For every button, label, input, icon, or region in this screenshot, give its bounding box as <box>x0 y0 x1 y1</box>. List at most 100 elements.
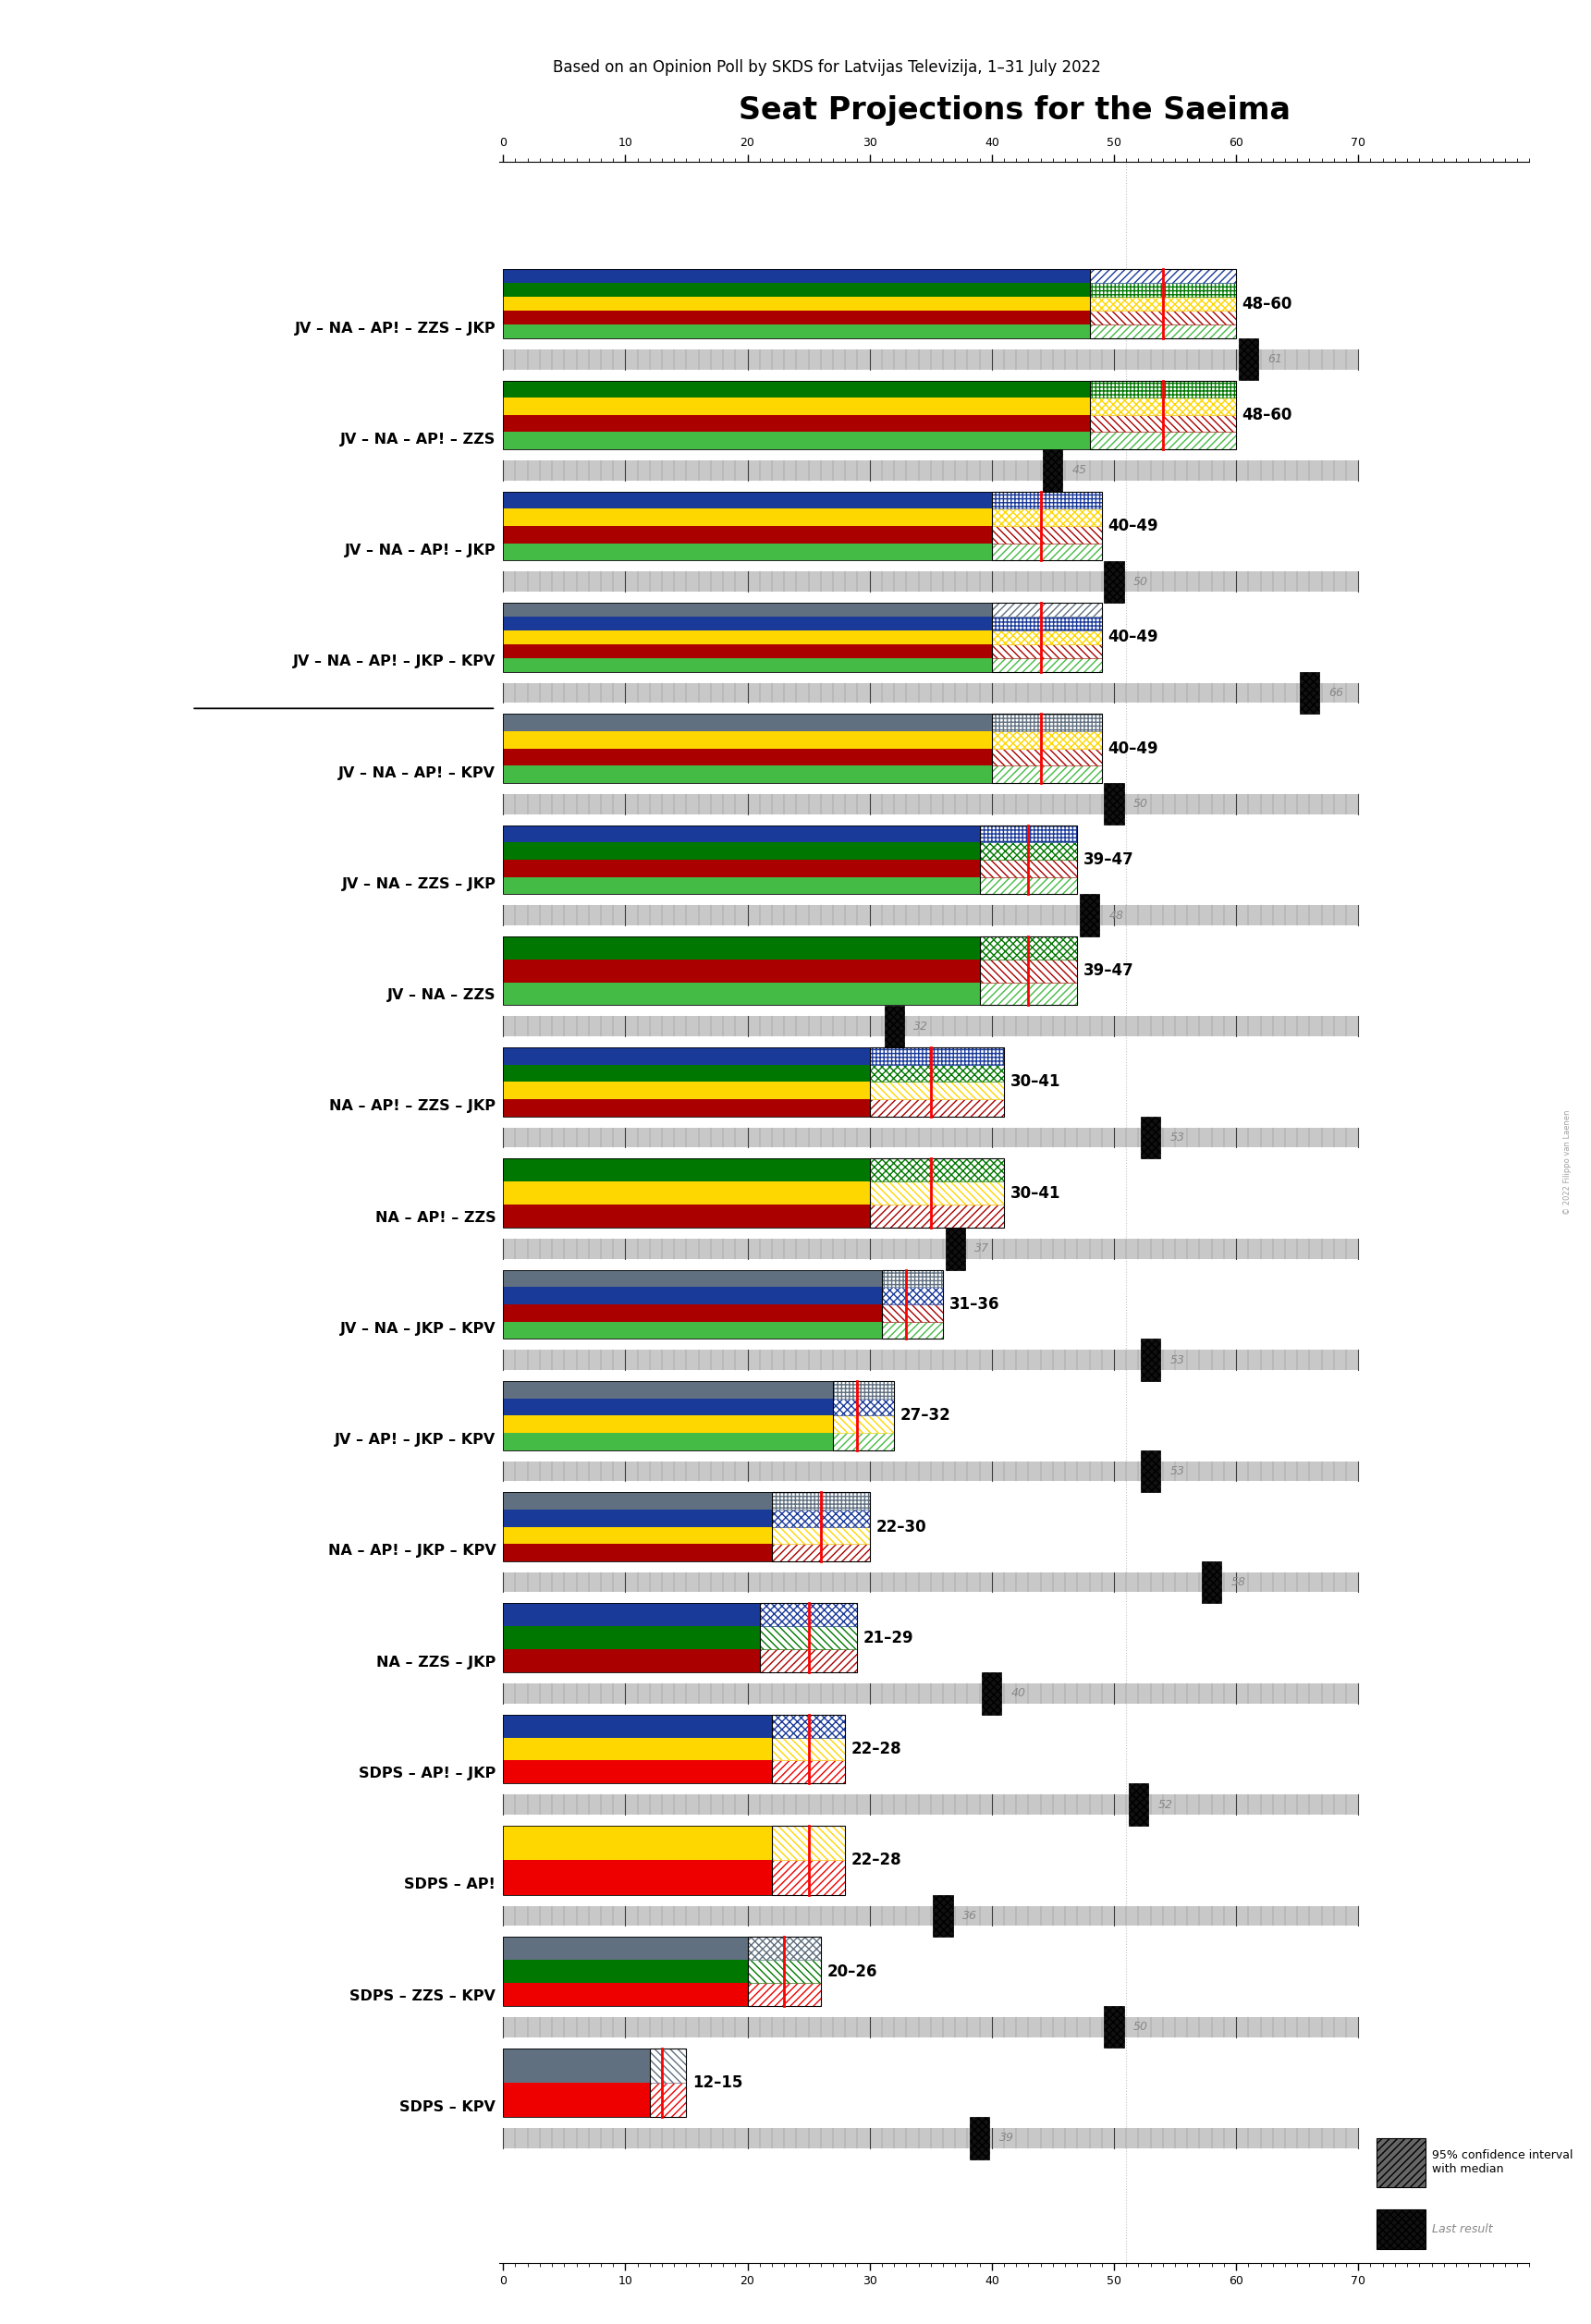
Bar <box>503 683 1359 702</box>
Text: 39–47: 39–47 <box>1083 851 1134 867</box>
Bar <box>503 1269 881 1287</box>
Bar <box>503 1906 1359 1927</box>
Bar <box>503 1604 759 1627</box>
Bar <box>503 825 980 895</box>
Text: 40–49: 40–49 <box>1107 630 1158 646</box>
Bar <box>503 325 1090 339</box>
Bar <box>503 1048 870 1116</box>
Text: 39–47: 39–47 <box>1083 962 1134 978</box>
Bar <box>980 860 1077 876</box>
Text: 27–32: 27–32 <box>901 1408 951 1425</box>
Text: JV – NA – ZZS – JKP: JV – NA – ZZS – JKP <box>342 876 496 890</box>
Bar <box>503 1127 1359 1148</box>
Bar <box>649 2082 686 2117</box>
Bar <box>503 630 991 644</box>
Bar <box>991 616 1101 630</box>
Bar <box>503 2082 649 2117</box>
Bar <box>503 658 991 672</box>
Text: SDPS – AP!: SDPS – AP! <box>404 1878 496 1892</box>
Text: 37: 37 <box>975 1243 990 1255</box>
Text: 39: 39 <box>999 2131 1013 2145</box>
Bar <box>503 1462 1359 1480</box>
Bar <box>980 825 1077 841</box>
Bar <box>503 937 980 1006</box>
Text: 53: 53 <box>1169 1355 1185 1367</box>
Text: 12–15: 12–15 <box>692 2075 743 2092</box>
Bar <box>503 381 1090 449</box>
Bar <box>503 1511 772 1527</box>
Bar <box>503 876 980 895</box>
Text: Last result: Last result <box>1432 2224 1492 2236</box>
Bar <box>991 713 1101 783</box>
Bar <box>503 1543 772 1562</box>
Bar <box>991 602 1101 616</box>
Bar <box>1376 2138 1426 2187</box>
Bar <box>503 2129 1359 2147</box>
Bar <box>503 713 991 732</box>
Bar <box>991 630 1101 644</box>
Bar <box>503 1982 748 2006</box>
Text: 22–30: 22–30 <box>875 1518 926 1536</box>
Bar <box>503 397 1090 416</box>
Text: SDPS – KPV: SDPS – KPV <box>399 2101 496 2115</box>
Text: 95% confidence interval
with median: 95% confidence interval with median <box>1432 2150 1572 2175</box>
Text: SDPS – AP! – JKP: SDPS – AP! – JKP <box>358 1766 496 1780</box>
Bar <box>991 713 1101 732</box>
Bar <box>980 960 1077 983</box>
Bar <box>991 509 1101 525</box>
Text: 48–60: 48–60 <box>1243 407 1292 423</box>
Text: 50: 50 <box>1133 797 1149 811</box>
Bar <box>759 1627 858 1650</box>
Bar <box>503 572 1359 593</box>
Bar <box>870 1048 1004 1064</box>
Bar <box>881 1287 943 1304</box>
Bar <box>503 1627 759 1650</box>
Bar <box>503 1827 772 1859</box>
Bar <box>503 2047 649 2117</box>
Bar <box>991 644 1101 658</box>
Bar <box>991 544 1101 560</box>
Bar <box>503 1322 881 1339</box>
Bar <box>503 841 980 860</box>
Bar <box>503 349 1359 370</box>
Text: SDPS – ZZS – KPV: SDPS – ZZS – KPV <box>350 1989 496 2003</box>
Bar <box>772 1827 845 1894</box>
Bar <box>503 1399 834 1415</box>
Bar <box>503 713 991 783</box>
Bar <box>503 1936 748 2006</box>
Bar <box>503 616 991 630</box>
Text: 48–60: 48–60 <box>1243 295 1292 311</box>
Bar <box>881 1269 943 1339</box>
Bar <box>870 1160 1004 1227</box>
Bar <box>503 509 991 525</box>
Bar <box>503 1959 748 1982</box>
Text: 21–29: 21–29 <box>864 1629 913 1645</box>
Text: NA – AP! – ZZS – JKP: NA – AP! – ZZS – JKP <box>329 1099 496 1113</box>
Bar <box>649 2047 686 2082</box>
Bar <box>503 906 1359 925</box>
Bar <box>503 1683 1359 1703</box>
Bar <box>991 658 1101 672</box>
Bar <box>870 1160 1004 1181</box>
Bar <box>945 1227 964 1269</box>
Text: 48: 48 <box>1109 909 1123 920</box>
Text: 20–26: 20–26 <box>827 1964 877 1980</box>
Bar <box>885 1006 904 1048</box>
Bar <box>772 1492 870 1511</box>
Bar <box>980 876 1077 895</box>
Bar <box>991 525 1101 544</box>
Bar <box>772 1543 870 1562</box>
Bar <box>881 1322 943 1339</box>
Bar <box>503 1738 772 1762</box>
Bar <box>991 732 1101 748</box>
Bar <box>503 432 1090 449</box>
Bar <box>503 1715 772 1738</box>
Text: JV – AP! – JKP – KPV: JV – AP! – JKP – KPV <box>334 1434 496 1448</box>
Bar <box>1141 1339 1160 1380</box>
Bar <box>991 602 1101 672</box>
Bar <box>1141 1450 1160 1492</box>
Bar <box>503 284 1090 297</box>
Text: 53: 53 <box>1169 1132 1185 1143</box>
Bar <box>881 1304 943 1322</box>
Bar <box>503 1099 870 1116</box>
